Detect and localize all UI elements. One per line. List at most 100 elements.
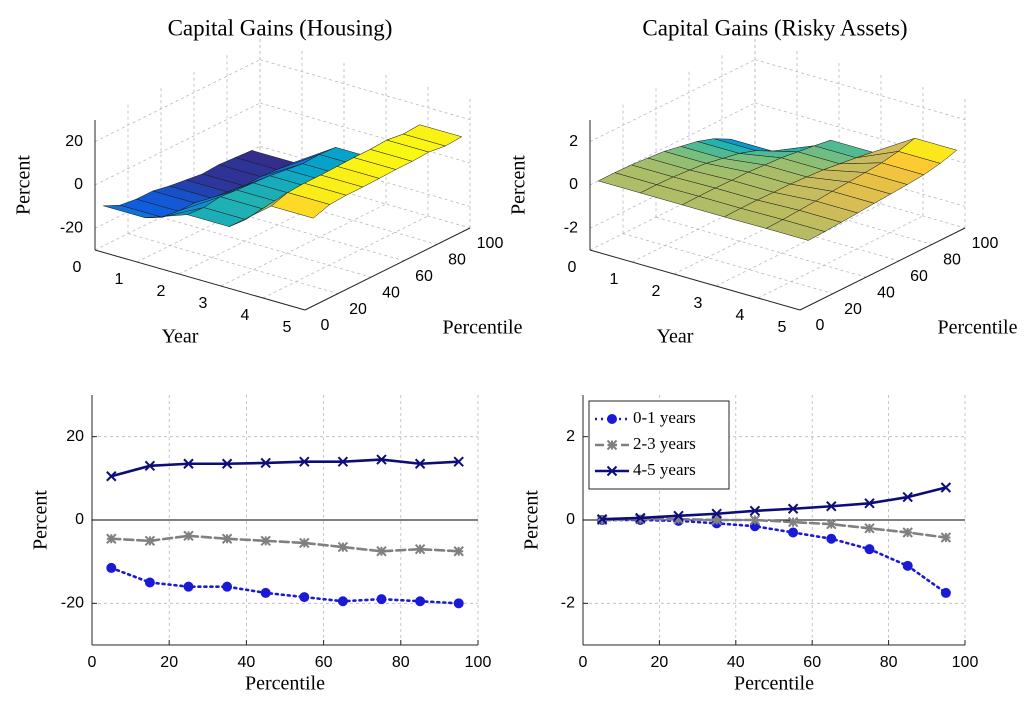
y-tick-label: 20 [66, 428, 84, 445]
data-point [299, 456, 310, 467]
grid-line [589, 167, 756, 251]
x-axis-label: Percentile [245, 673, 325, 695]
data-point [673, 513, 684, 525]
x-axis-label: Year [657, 326, 694, 348]
y-axis-label: Percent [30, 490, 52, 550]
legend-marker [607, 414, 617, 424]
series-line [110, 566, 460, 605]
grid-line [127, 233, 339, 294]
x-tick-label: 3 [694, 295, 703, 312]
y-tick-label: 0 [816, 317, 825, 334]
data-point [864, 544, 875, 555]
x-tick-label: 4 [736, 307, 745, 324]
grid-line [754, 59, 966, 121]
data-point [106, 471, 117, 482]
data-point [826, 518, 837, 530]
data-point [260, 535, 271, 547]
data-point [260, 587, 271, 598]
x-tick-label: 80 [880, 654, 898, 671]
legend-label: 0-1 years [633, 408, 696, 427]
grid-line [589, 59, 756, 143]
y-tick-label: 40 [382, 284, 400, 301]
y-axis [799, 227, 966, 311]
data-point [788, 527, 799, 538]
data-point [596, 513, 608, 525]
grid-line [622, 233, 834, 294]
chart-title: Capital Gains (Risky Assets) [642, 15, 907, 40]
series-line [600, 518, 948, 595]
x-tick-label: 5 [778, 319, 787, 336]
y-tick-label: 20 [844, 301, 862, 318]
y-tick-label: -2 [561, 595, 575, 612]
data-point [106, 533, 117, 544]
grid-line [178, 191, 345, 275]
data-point [864, 498, 875, 509]
x-tick-label: 4 [241, 307, 250, 324]
data-point [711, 514, 722, 526]
y-tick-label: 100 [972, 235, 999, 252]
x-tick-label: 20 [651, 654, 669, 671]
chart-title: Capital Gains (Housing) [168, 15, 393, 40]
x-tick-label: 40 [727, 654, 745, 671]
x-tick-label: 2 [157, 283, 166, 300]
x-axis [94, 249, 306, 311]
y-tick-label: 20 [349, 301, 367, 318]
data-point [940, 532, 952, 543]
x-tick-label: 20 [160, 654, 178, 671]
x-tick-label: 100 [952, 654, 979, 671]
series-line [600, 517, 948, 539]
data-point [453, 598, 464, 609]
grid-line [94, 102, 261, 186]
z-tick-label: 0 [74, 176, 83, 193]
x-tick-label: 0 [579, 654, 588, 671]
y-tick-label: 80 [943, 252, 961, 269]
z-tick-label: 0 [569, 176, 578, 193]
data-point [221, 533, 233, 544]
y-tick-label: 60 [910, 268, 928, 285]
y-tick-label: -20 [61, 595, 84, 612]
data-point [299, 592, 310, 603]
y-axis-label: Percentile [938, 317, 1018, 339]
x-tick-label: 1 [115, 271, 124, 288]
x-tick-label: 0 [568, 259, 577, 276]
data-point [864, 523, 875, 534]
y-axis [304, 227, 471, 311]
x-axis-label: Year [162, 326, 199, 348]
data-point [940, 482, 952, 493]
data-point [902, 560, 913, 571]
data-point [711, 508, 722, 519]
data-point [749, 514, 761, 526]
x-tick-label: 3 [199, 295, 208, 312]
grid-line [655, 216, 867, 278]
z-tick-label: -20 [60, 220, 83, 237]
data-point [414, 458, 426, 469]
data-point [144, 460, 156, 472]
data-point [260, 457, 271, 469]
grid-line [631, 179, 798, 263]
series-line [110, 458, 460, 478]
data-point [106, 562, 117, 573]
z-tick-label: 2 [569, 133, 578, 150]
y-tick-label: 2 [566, 428, 575, 445]
z-tick-label: 20 [65, 133, 83, 150]
data-point [415, 596, 426, 607]
data-point [635, 512, 646, 524]
y-tick-label: 0 [566, 511, 575, 528]
grid-line [160, 216, 372, 278]
data-point [673, 510, 684, 522]
grid-line [715, 203, 882, 287]
data-point [144, 535, 156, 547]
y-tick-label: 0 [75, 511, 84, 528]
series-line [110, 534, 460, 553]
x-tick-label: 2 [652, 283, 661, 300]
z-axis-label: Percent [13, 155, 35, 215]
surface-patch [765, 219, 826, 241]
data-point [221, 458, 233, 469]
data-point [787, 503, 799, 514]
data-point [337, 456, 349, 467]
data-point [453, 456, 464, 467]
data-point [826, 501, 837, 512]
data-point [299, 537, 310, 549]
z-tick-label: -2 [564, 220, 578, 237]
